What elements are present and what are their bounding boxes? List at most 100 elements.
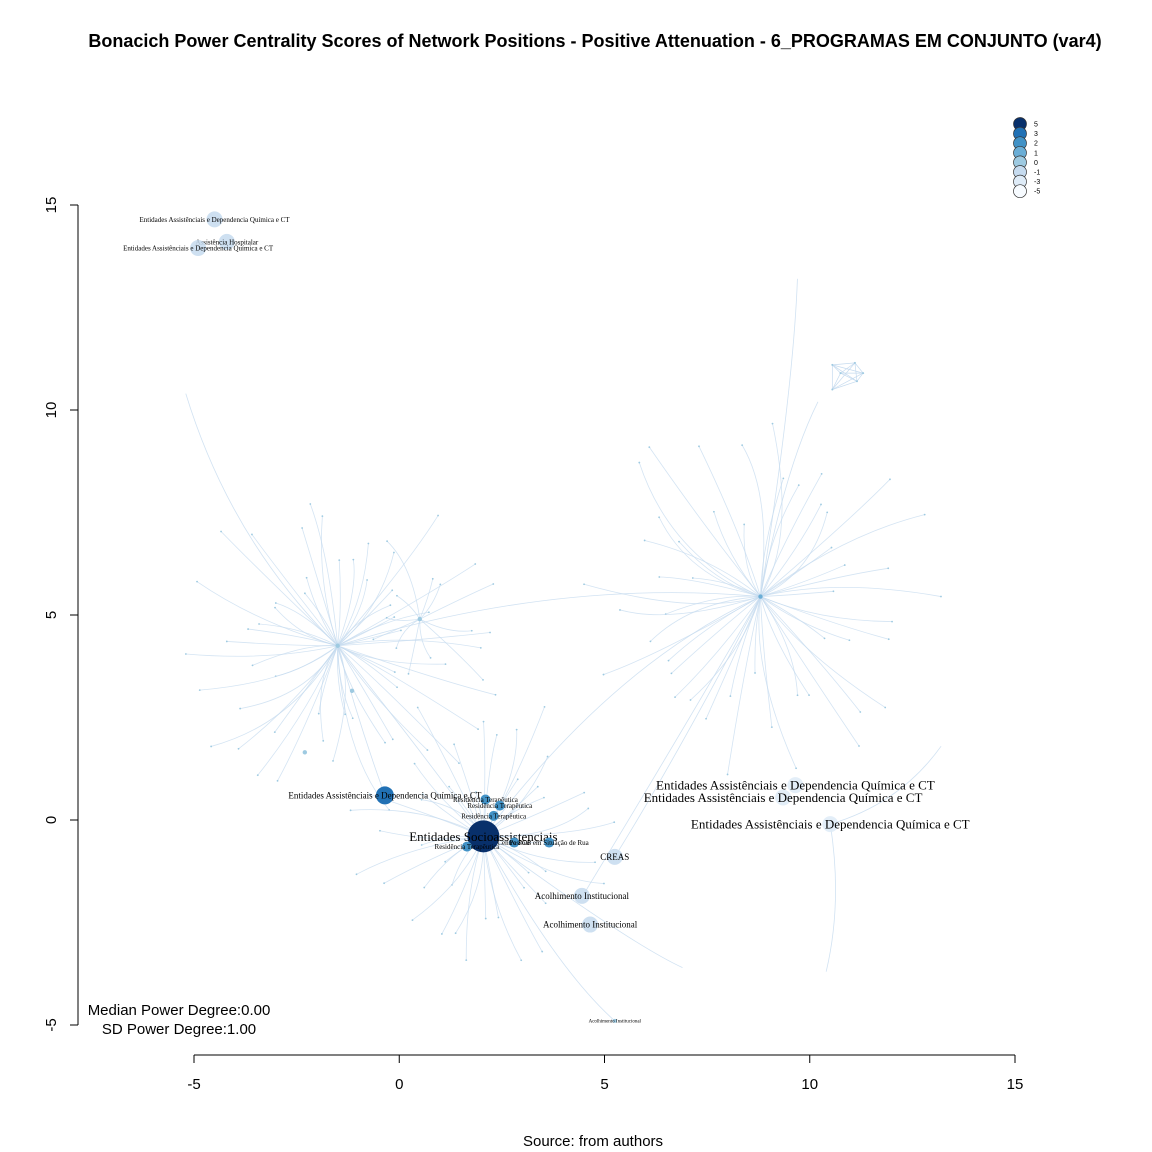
leaf-node	[923, 513, 926, 516]
leaf-node	[796, 694, 799, 697]
leaf-node	[544, 902, 547, 905]
leaf-node	[482, 720, 485, 723]
leaf-node	[322, 739, 325, 742]
legend-label: 1	[1034, 150, 1038, 157]
network-edge	[337, 543, 369, 646]
leaf-node	[475, 791, 477, 793]
network-node: Entidades Assistênciais e Dependencia Qu…	[644, 789, 922, 806]
network-edge	[741, 444, 765, 597]
node-label: Entidades Socioassistenciais	[409, 829, 557, 844]
node-marker	[787, 777, 804, 794]
leaf-node	[301, 527, 304, 529]
leaf-node	[453, 743, 456, 746]
network-edge	[760, 567, 889, 597]
network-edge	[840, 372, 858, 382]
network-edge	[760, 278, 798, 597]
hub-node	[349, 688, 355, 694]
leaf-node	[416, 706, 419, 709]
leaf-node	[743, 523, 746, 526]
leaf-node	[454, 932, 457, 935]
network-edge	[650, 596, 761, 642]
network-edge	[337, 559, 355, 646]
leaf-node	[619, 609, 621, 611]
legend-label: 5	[1034, 122, 1038, 129]
leaf-node	[555, 838, 558, 841]
network-edge	[259, 623, 338, 647]
network-edge	[483, 836, 616, 1022]
median-power-degree: Median Power Degree:0.00	[88, 1002, 271, 1019]
node-label: Acolhimento Institucional	[589, 1020, 642, 1025]
leaf-node	[729, 695, 732, 698]
network-node: Acolhimento Institucional	[543, 916, 638, 933]
leaf-node	[474, 563, 477, 565]
leaf-node	[477, 728, 479, 731]
leaf-node	[495, 733, 498, 736]
network-edge	[832, 364, 864, 374]
network-edge	[226, 641, 338, 647]
node-label: Pessoas em Situação de Rua	[509, 839, 589, 847]
network-node: Entidades Assistênciais e Dependencia Qu…	[123, 240, 274, 257]
node-marker	[206, 211, 223, 228]
leaf-node	[853, 361, 856, 364]
network-edge	[614, 596, 761, 858]
legend-swatch	[1013, 184, 1027, 199]
leaf-node	[383, 882, 386, 885]
leaf-node	[536, 785, 539, 788]
leaf-node	[674, 696, 676, 699]
network-edge	[337, 604, 391, 646]
network-edge	[306, 577, 339, 646]
network-node: Acolhimento Institucional	[589, 1018, 642, 1025]
network-edge	[832, 362, 856, 390]
leaf-node	[698, 445, 700, 448]
leaf-node	[426, 749, 429, 751]
leaf-node	[444, 663, 447, 666]
leaf-node	[858, 745, 860, 747]
network-edge	[337, 645, 484, 837]
network-node: Pessoas em Situação de Rua	[509, 837, 590, 848]
network-node: Entidades Socioassistenciais	[409, 820, 558, 853]
x-tick-label: 10	[801, 1076, 818, 1093]
network-node: Entidades Assistênciais e Dependencia Qu…	[656, 777, 935, 794]
network-edge	[832, 372, 841, 390]
leaf-node	[355, 873, 358, 876]
leaf-node	[826, 511, 829, 514]
network-node: Residência Terapêutica	[435, 841, 500, 852]
network-edge	[758, 596, 797, 769]
leaf-node	[782, 477, 785, 480]
leaf-node	[643, 539, 646, 542]
leaf-node	[831, 388, 834, 391]
network-edge	[337, 645, 394, 740]
network-edge	[185, 645, 338, 657]
leaf-node	[516, 778, 519, 781]
leaf-node	[940, 595, 942, 598]
leaf-node	[396, 686, 398, 689]
network-edge	[220, 531, 338, 647]
network-edge	[854, 362, 864, 374]
legend-entry: -1	[1013, 165, 1040, 179]
leaf-node	[887, 567, 890, 570]
node-marker	[822, 816, 839, 833]
legend-label: -5	[1034, 189, 1040, 196]
network-edge	[659, 576, 761, 597]
leaf-node	[891, 620, 893, 623]
network-edge	[832, 362, 855, 366]
network-edge	[583, 596, 761, 895]
node-marker	[582, 916, 599, 933]
network-edge	[337, 645, 386, 743]
leaf-node	[515, 728, 518, 731]
node-marker	[190, 240, 207, 257]
leaf-node	[427, 611, 430, 614]
leaf-node	[546, 755, 549, 758]
leaf-node	[848, 639, 851, 642]
network-edge	[603, 596, 761, 675]
network-edge	[760, 504, 822, 597]
leaf-node	[648, 446, 651, 449]
leaf-node	[678, 540, 680, 543]
leaf-node	[317, 712, 320, 715]
leaf-node	[396, 594, 398, 597]
network-edge	[743, 524, 761, 597]
leaf-node	[448, 785, 451, 788]
network-edge	[257, 645, 339, 776]
leaf-node	[470, 629, 473, 632]
leaf-node	[832, 590, 835, 593]
